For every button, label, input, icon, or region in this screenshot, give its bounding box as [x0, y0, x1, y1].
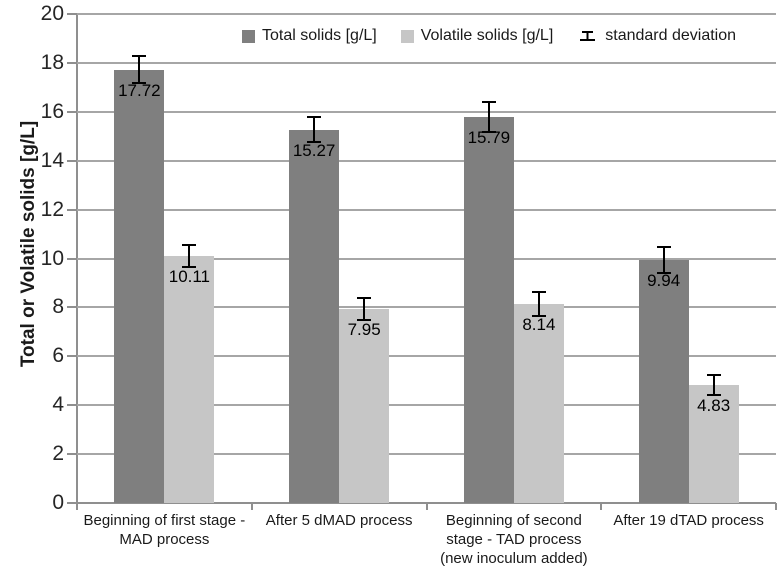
category-label: After 19 dTAD process [613, 512, 764, 529]
bar-value-label: 15.79 [467, 127, 511, 147]
legend-swatch-icon [400, 29, 414, 43]
x-tick-mark [775, 503, 777, 510]
gridline [77, 208, 776, 211]
bar [289, 129, 340, 503]
gridline [77, 404, 776, 407]
error-bar-icon [577, 29, 598, 43]
error-bar-cap [656, 245, 671, 248]
error-bar [138, 56, 141, 84]
y-tick-mark [67, 257, 77, 260]
error-bar-cap [357, 318, 372, 321]
error-bar-cap [307, 140, 322, 143]
legend-label: Total solids [g/L] [262, 27, 377, 44]
gridline [77, 13, 776, 15]
error-bar-cap [531, 290, 546, 293]
x-tick-mark [426, 503, 428, 510]
bar [339, 308, 390, 503]
category-label: After 5 dMAD process [265, 512, 413, 529]
bar-value-label: 15.27 [292, 140, 336, 160]
category-label: Beginning of first stage - MAD process [83, 512, 246, 548]
error-bar-cap [132, 82, 147, 85]
y-tick-mark [67, 404, 77, 407]
y-tick-label: 4 [52, 393, 64, 417]
error-bar [537, 291, 540, 317]
bar-value-label: 10.11 [168, 266, 211, 286]
error-bar-cap [307, 116, 322, 119]
x-tick-mark [76, 503, 78, 510]
error-bar [188, 244, 191, 267]
y-tick-label: 2 [52, 442, 64, 466]
y-tick-mark [67, 355, 77, 358]
y-tick-mark [67, 208, 77, 211]
legend-item: Volatile solids [g/L] [400, 27, 554, 45]
bar [638, 259, 689, 503]
y-axis-line [76, 14, 78, 505]
error-bar-cap [706, 393, 721, 396]
error-bar-cap [182, 243, 197, 246]
y-tick-label: 10 [40, 246, 64, 270]
bar [688, 384, 739, 503]
legend-swatch-icon [242, 29, 255, 43]
legend: Total solids [g/L] Volatile solids [g/L] s… [242, 27, 736, 45]
error-bar-cap [481, 130, 496, 133]
plot-area: 17.72 15.27 15.79 9.94 10.11 7.95 8.14 4.83 [76, 13, 777, 510]
gridline [77, 306, 776, 309]
gridline [77, 453, 776, 456]
bar [463, 116, 514, 503]
error-bar-cap [706, 374, 721, 377]
bar-value-label: 4.83 [697, 395, 731, 415]
y-tick-mark [67, 13, 77, 15]
error-bar-cap [481, 101, 496, 104]
gridline [77, 355, 776, 358]
legend-item: standard deviation [577, 27, 736, 45]
error-bar [487, 102, 490, 132]
legend-label: standard deviation [605, 27, 737, 44]
y-tick-label: 8 [52, 295, 64, 319]
y-tick-mark [67, 306, 77, 309]
y-tick-mark [67, 61, 77, 64]
legend-label: Volatile solids [g/L] [420, 27, 554, 44]
error-bar-cap [132, 55, 147, 58]
gridline [77, 61, 776, 64]
bar [114, 69, 165, 503]
bar-value-label: 17.72 [118, 80, 161, 100]
y-tick-mark [67, 502, 77, 504]
gridline [77, 110, 776, 113]
error-bar-cap [182, 265, 197, 268]
error-bar [363, 297, 366, 320]
y-tick-mark [67, 453, 77, 456]
y-tick-label: 18 [40, 50, 64, 74]
y-tick-label: 14 [40, 148, 64, 172]
error-bar [313, 117, 316, 142]
gridline [77, 159, 776, 162]
bar [164, 255, 215, 503]
error-bar [662, 246, 665, 274]
x-tick-mark [600, 503, 602, 510]
error-bar-cap [357, 296, 372, 299]
category-label: Beginning of second stage - TAD process … [440, 512, 588, 567]
bar-value-label: 9.94 [647, 270, 681, 290]
error-bar-cap [531, 315, 546, 318]
y-tick-mark [67, 110, 77, 113]
y-tick-label: 0 [52, 491, 64, 514]
y-tick-label: 12 [40, 197, 64, 221]
y-tick-mark [67, 159, 77, 162]
legend-item: Total solids [g/L] [242, 27, 377, 45]
y-tick-label: 20 [40, 2, 64, 25]
x-tick-mark [251, 503, 253, 510]
error-bar-cap [656, 272, 671, 275]
error-bar [712, 375, 715, 395]
gridline [77, 257, 776, 260]
bar-value-label: 8.14 [522, 314, 556, 334]
y-tick-label: 16 [40, 99, 64, 123]
bar-value-label: 7.95 [347, 319, 381, 339]
bar [513, 303, 564, 503]
y-tick-label: 6 [52, 344, 64, 368]
